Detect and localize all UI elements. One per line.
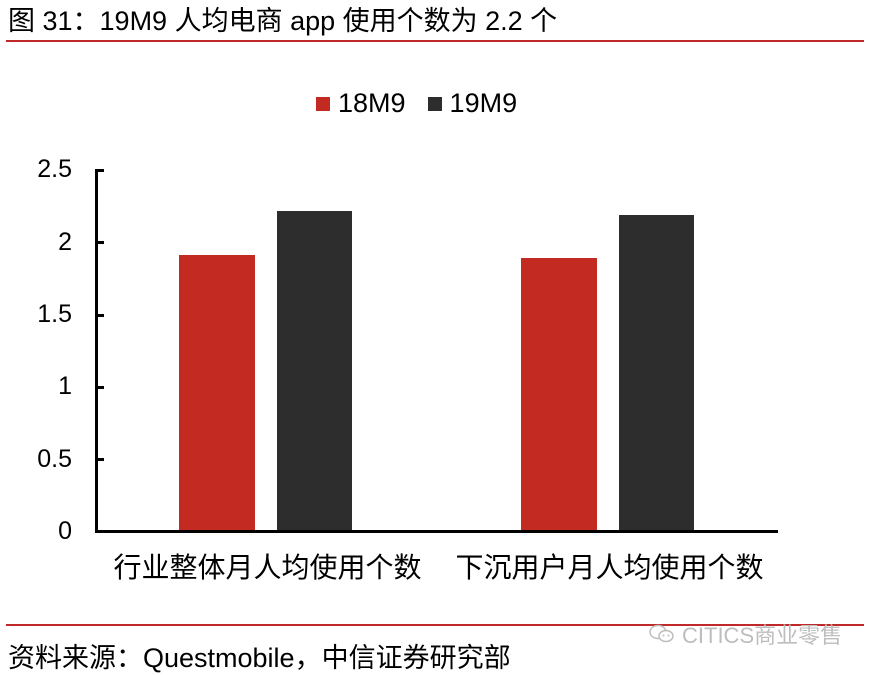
y-tick-label: 1: [58, 372, 72, 400]
bar-19m9-industry: [277, 211, 352, 531]
y-tick: [95, 458, 104, 461]
legend: 18M9 19M9: [316, 88, 539, 119]
wechat-icon: [649, 624, 674, 643]
legend-swatch-red: [316, 96, 330, 111]
y-tick-label: 1.5: [37, 300, 72, 328]
footer-rule: [6, 624, 864, 626]
x-category-label: 行业整体月人均使用个数: [113, 552, 422, 583]
legend-item-18m9: 18M9: [316, 88, 406, 119]
chart-title: 图 31：19M9 人均电商 app 使用个数为 2.2 个: [8, 6, 558, 36]
title-rule: [6, 40, 864, 42]
legend-label: 19M9: [449, 88, 518, 118]
y-tick-label: 0: [58, 517, 72, 545]
x-axis: [95, 530, 778, 533]
bar-18m9-industry: [179, 255, 255, 531]
legend-item-19m9: 19M9: [427, 88, 518, 119]
legend-swatch-dark: [427, 96, 442, 111]
y-tick-label: 2: [58, 228, 72, 256]
y-tick: [95, 314, 104, 317]
watermark-text: CITICS商业零售: [682, 623, 843, 648]
y-tick: [95, 169, 104, 172]
x-category-label: 下沉用户月人均使用个数: [455, 552, 764, 583]
bar-19m9-lower-tier: [619, 215, 694, 531]
bar-18m9-lower-tier: [521, 258, 597, 531]
source-note: 资料来源：Questmobile，中信证券研究部: [8, 643, 511, 673]
y-tick-label: 2.5: [37, 155, 72, 183]
y-axis: [95, 169, 98, 533]
y-tick-label: 0.5: [37, 445, 72, 473]
y-tick: [95, 386, 104, 389]
watermark: CITICS商业零售: [648, 618, 842, 650]
y-tick: [95, 241, 104, 244]
legend-label: 18M9: [338, 88, 406, 118]
